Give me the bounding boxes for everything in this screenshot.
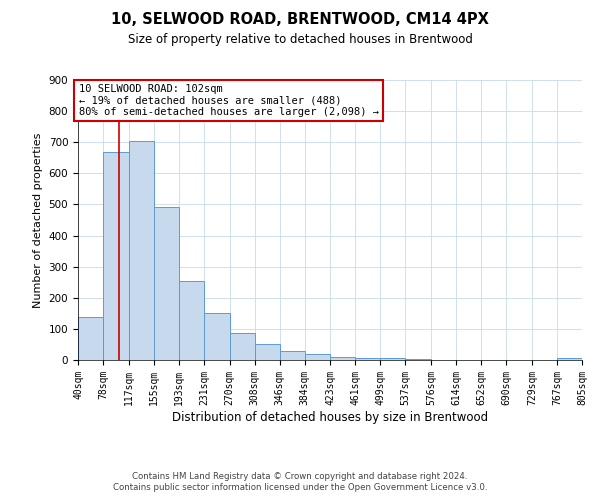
Bar	[230, 333, 254, 360]
Bar	[78, 318, 103, 360]
Text: Contains public sector information licensed under the Open Government Licence v3: Contains public sector information licen…	[113, 483, 487, 492]
Text: 10 SELWOOD ROAD: 102sqm
← 19% of detached houses are smaller (488)
80% of semi-d: 10 SELWOOD ROAD: 102sqm ← 19% of detache…	[79, 84, 379, 117]
Text: Contains HM Land Registry data © Crown copyright and database right 2024.: Contains HM Land Registry data © Crown c…	[132, 472, 468, 481]
Text: 10, SELWOOD ROAD, BRENTWOOD, CM14 4PX: 10, SELWOOD ROAD, BRENTWOOD, CM14 4PX	[111, 12, 489, 28]
Bar	[179, 282, 204, 360]
Bar	[103, 152, 129, 360]
Y-axis label: Number of detached properties: Number of detached properties	[33, 132, 43, 308]
Bar	[204, 312, 230, 360]
Bar	[557, 358, 582, 360]
Bar	[331, 357, 355, 360]
X-axis label: Distribution of detached houses by size in Brentwood: Distribution of detached houses by size …	[172, 410, 488, 424]
Text: Size of property relative to detached houses in Brentwood: Size of property relative to detached ho…	[128, 32, 472, 46]
Bar	[305, 354, 331, 360]
Bar	[154, 207, 179, 360]
Bar	[380, 358, 406, 360]
Bar	[280, 351, 305, 360]
Bar	[129, 142, 154, 360]
Bar	[254, 344, 280, 360]
Bar	[355, 358, 380, 360]
